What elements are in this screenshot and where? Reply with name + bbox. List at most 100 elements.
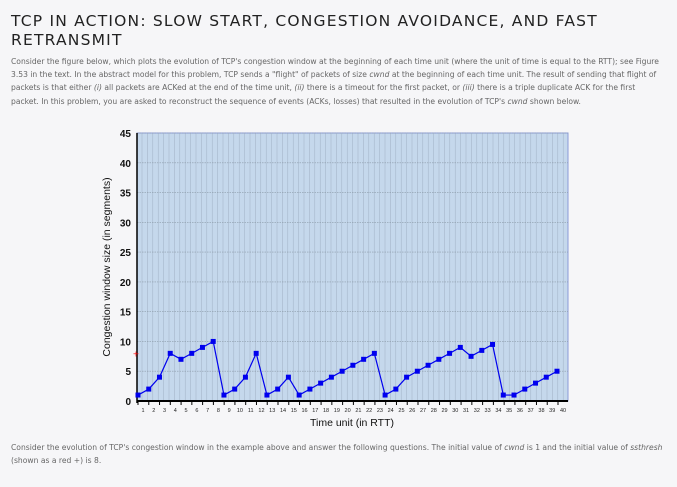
data-point: [253, 350, 259, 356]
data-point: [554, 368, 560, 374]
data-point: [414, 368, 420, 374]
data-point: [500, 392, 506, 398]
text: at the beginning of each time unit. The …: [11, 70, 657, 93]
x-tick-label: 18: [323, 408, 329, 414]
x-tick-label: 39: [549, 408, 555, 414]
x-tick-label: 33: [485, 408, 491, 414]
data-point: [146, 386, 152, 392]
y-tick-label: 35: [120, 189, 132, 200]
x-tick-label: 22: [366, 408, 372, 414]
x-tick-label: 2: [152, 408, 155, 414]
data-point: [275, 386, 281, 392]
text: all packets are ACKed at the end of the …: [101, 83, 295, 93]
y-tick-label: 45: [120, 129, 132, 140]
x-tick-label: 40: [560, 408, 566, 414]
text: Consider the evolution of TCP's congesti…: [11, 443, 505, 452]
data-point: [457, 344, 463, 350]
data-point: [522, 386, 528, 392]
x-tick-label: 28: [431, 408, 437, 414]
x-tick-label: 26: [409, 408, 415, 414]
x-tick-label: 20: [345, 408, 351, 414]
text: (iii): [462, 83, 475, 93]
text: there is a triple duplicate ACK for the …: [11, 83, 636, 106]
x-tick-label: 24: [388, 408, 394, 414]
x-tick-label: 4: [174, 408, 177, 414]
x-tick-label: 10: [237, 408, 243, 414]
y-tick-label: 10: [120, 337, 132, 348]
text: there is a timeout for the first packet,…: [304, 83, 463, 93]
data-point: [221, 392, 227, 398]
data-point: [318, 380, 324, 386]
x-tick-label: 37: [528, 408, 534, 414]
x-tick-label: 29: [441, 408, 447, 414]
data-point: [533, 380, 539, 386]
y-tick-label: 0: [125, 397, 131, 408]
page-title: TCP IN ACTION: SLOW START, CONGESTION AV…: [11, 12, 598, 49]
x-tick-label: 5: [185, 408, 188, 414]
x-tick-label: 13: [269, 408, 275, 414]
data-point: [436, 356, 442, 362]
x-tick-label: 38: [538, 408, 544, 414]
x-tick-label: 19: [334, 408, 340, 414]
data-point: [296, 392, 302, 398]
x-tick-label: 31: [463, 408, 469, 414]
text: (shown as a red +) is 8.: [11, 456, 102, 466]
x-tick-label: 25: [398, 408, 404, 414]
data-point: [511, 392, 517, 398]
x-tick-label: 16: [301, 408, 307, 414]
text: cwnd: [369, 70, 390, 80]
text: cwnd: [504, 443, 525, 452]
y-tick-label: 5: [125, 367, 131, 378]
text: Consider the figure below, which plots t…: [11, 57, 659, 80]
x-tick-label: 36: [517, 408, 523, 414]
outro-paragraph: Consider the evolution of TCP's congesti…: [11, 441, 663, 467]
data-point: [361, 356, 367, 362]
intro-paragraph: Consider the figure below, which plots t…: [11, 55, 663, 108]
data-point: [371, 350, 377, 356]
data-point: [447, 350, 453, 356]
data-point: [178, 356, 184, 362]
x-tick-label: 35: [506, 408, 512, 414]
text: (i): [93, 83, 102, 93]
x-tick-label: 21: [355, 408, 361, 414]
x-tick-label: 12: [258, 408, 264, 414]
x-tick-label: 3: [163, 408, 166, 414]
data-point: [199, 344, 205, 350]
x-tick-label: 34: [495, 408, 501, 414]
x-tick-label: 32: [474, 408, 480, 414]
data-point: [468, 353, 474, 359]
y-tick-label: 40: [120, 159, 132, 170]
data-point: [264, 392, 270, 398]
y-tick-label: 20: [120, 278, 132, 289]
data-point: [210, 338, 216, 344]
x-tick-label: 15: [291, 408, 297, 414]
y-tick-label: 15: [120, 308, 132, 319]
x-tick-label: 17: [312, 408, 318, 414]
text: (ii): [294, 83, 305, 93]
x-tick-label: 6: [195, 408, 198, 414]
x-axis-label: Time unit (in RTT): [310, 417, 394, 429]
text: shown below.: [527, 96, 581, 106]
data-point: [307, 386, 313, 392]
data-point: [404, 374, 410, 380]
data-point: [328, 374, 334, 380]
x-tick-label: 11: [248, 408, 254, 414]
data-point: [135, 392, 141, 398]
x-tick-label: 1: [141, 408, 144, 414]
x-tick-label: 23: [377, 408, 383, 414]
data-point: [285, 374, 291, 380]
y-tick-label: 25: [120, 248, 132, 259]
ssthresh-marker: +: [133, 349, 140, 358]
text: ssthresh: [630, 443, 663, 452]
x-tick-label: 30: [452, 408, 458, 414]
x-tick-label: 7: [206, 408, 209, 414]
x-tick-label: 9: [228, 408, 231, 414]
cwnd-line: [137, 340, 558, 396]
data-point: [543, 374, 549, 380]
text: is 1 and the initial value of: [524, 443, 631, 452]
data-point: [242, 374, 248, 380]
data-point: [156, 374, 162, 380]
data-point: [167, 350, 173, 356]
data-point: [350, 362, 356, 368]
